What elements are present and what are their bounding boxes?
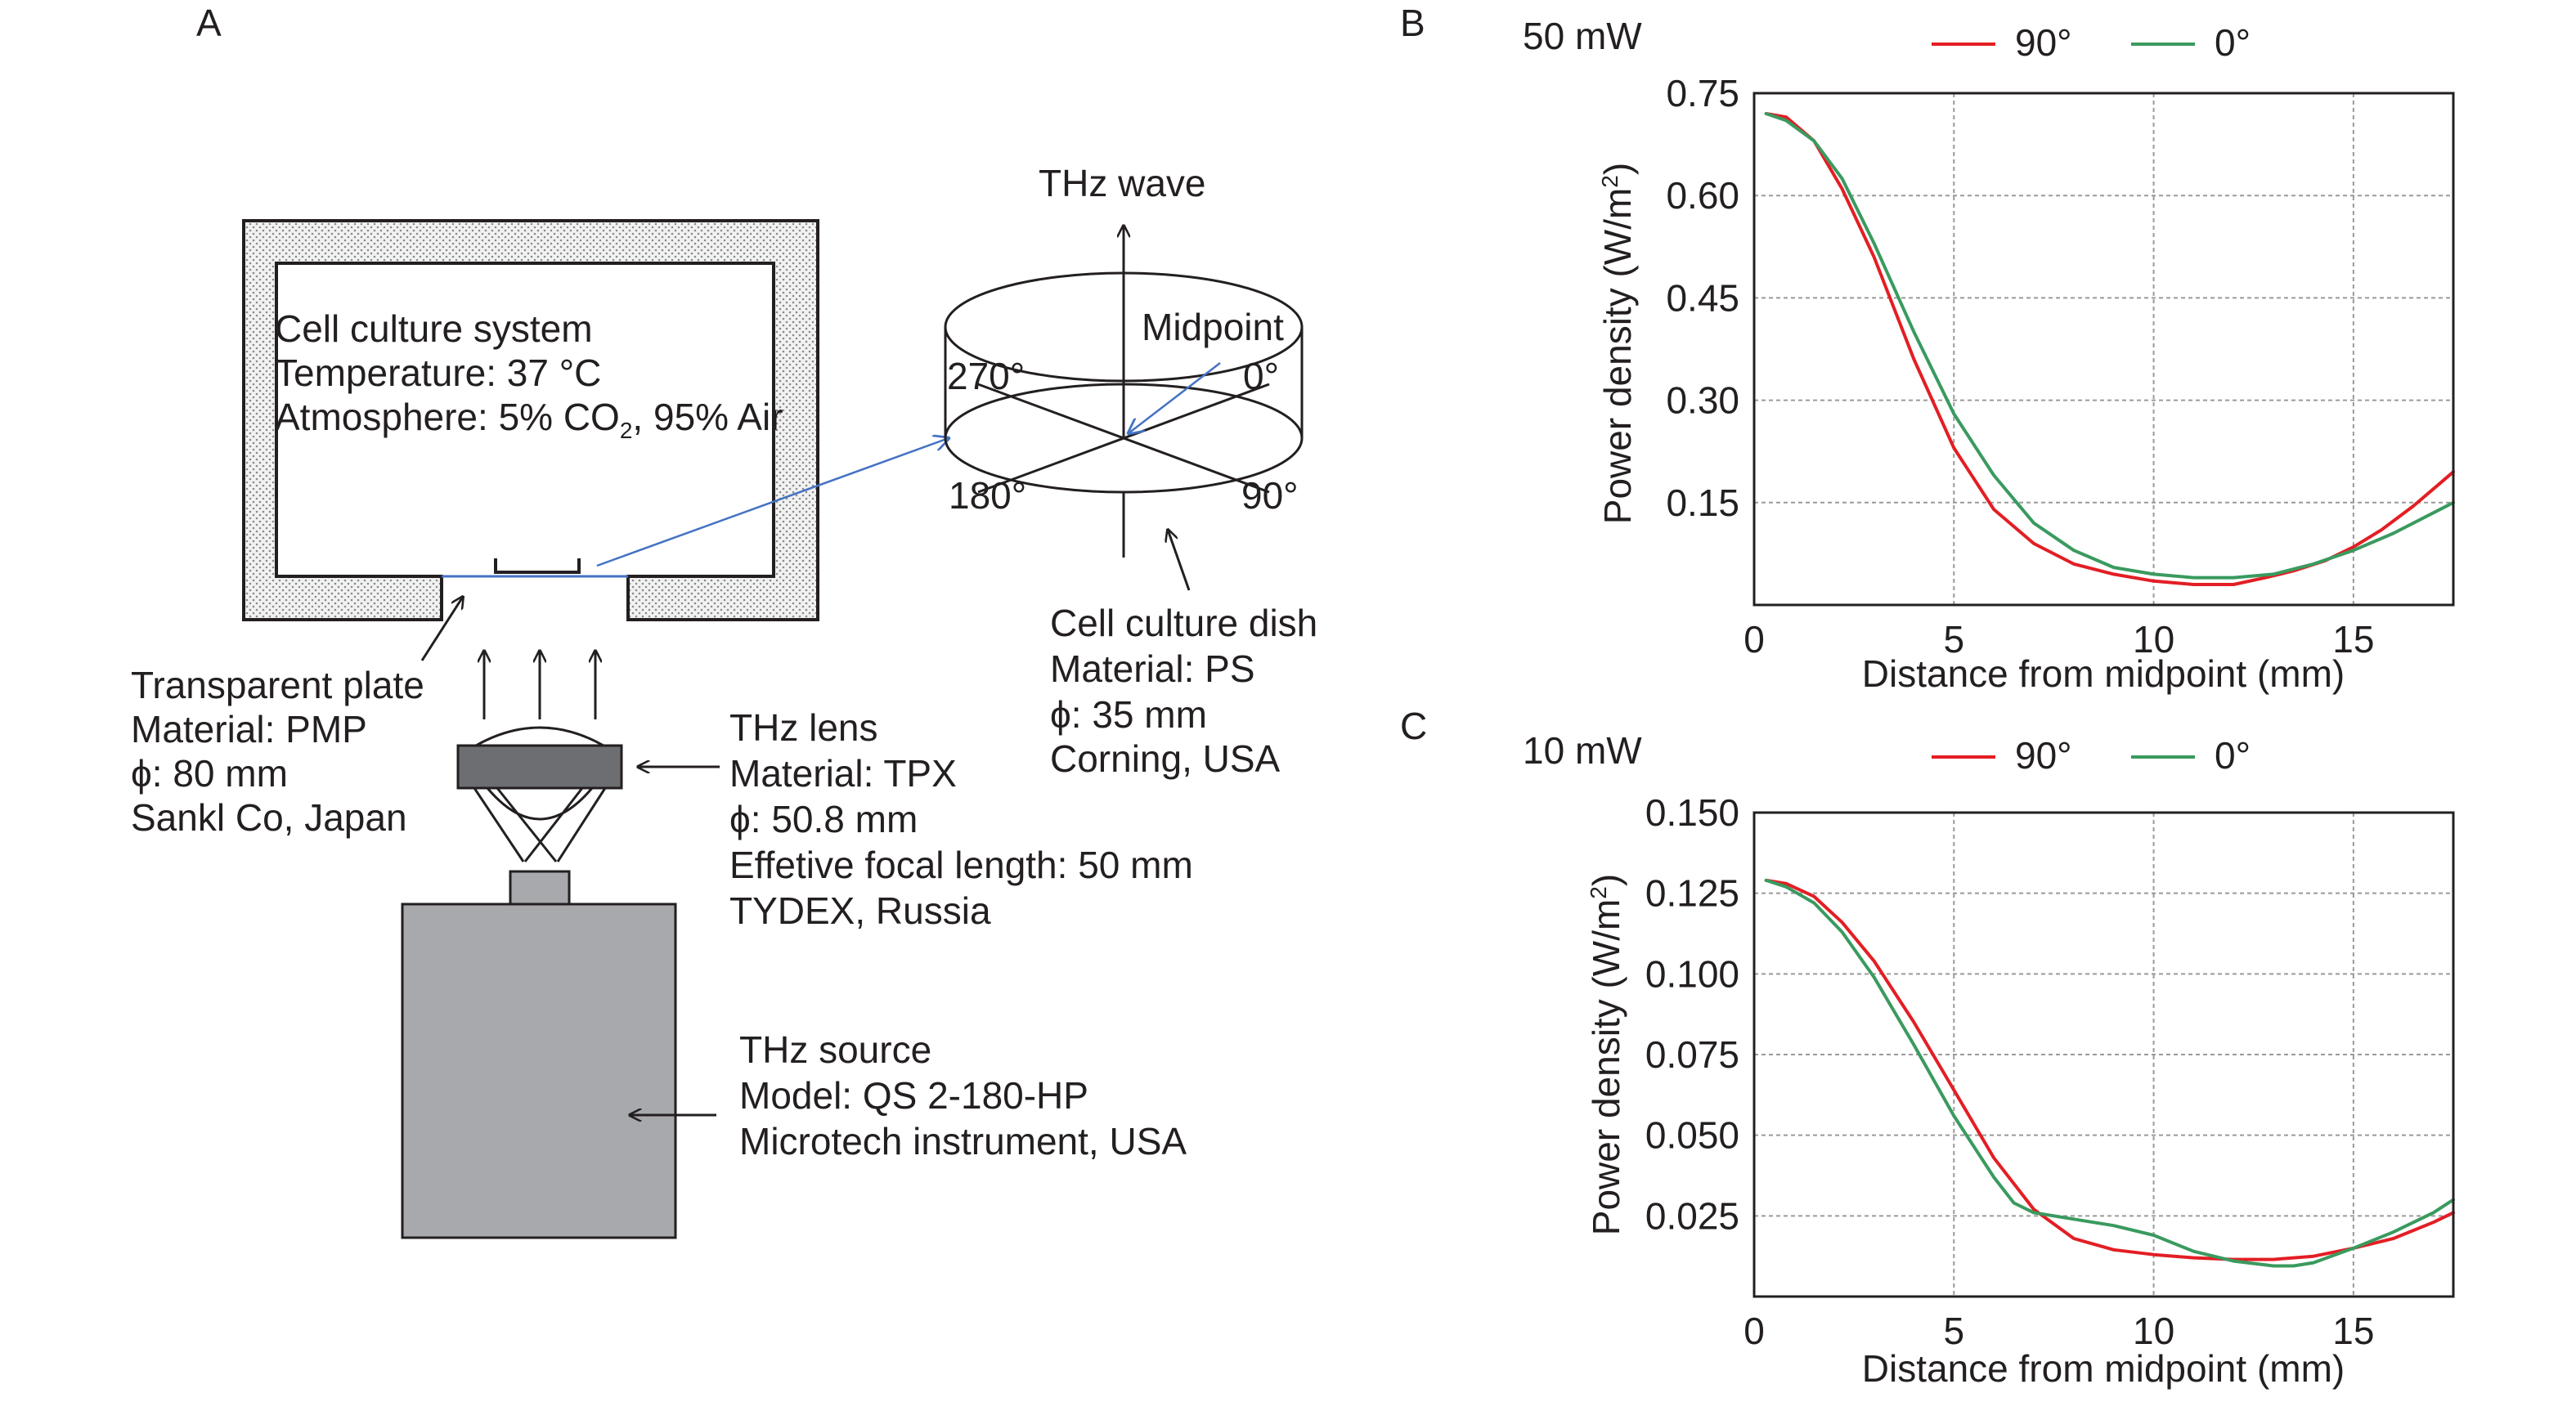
series-line-0deg <box>1764 112 2455 580</box>
x-tick-label: 5 <box>1943 618 1964 661</box>
panel-c: C 10 mW 90° 0° 0 5 10 15 0.025 0.050 0.075 0.10… <box>1400 705 2455 1390</box>
culture-dish-diagram <box>944 226 1304 591</box>
legend-b-label-0: 0° <box>2215 21 2251 64</box>
lens-material: Material: TPX <box>729 752 957 795</box>
chart-b-frame <box>1752 92 2455 607</box>
x-tick-label: 5 <box>1943 1310 1964 1352</box>
chart-b-grid <box>1754 93 2453 605</box>
chart-c-grid <box>1754 813 2453 1297</box>
culture-dish-small <box>494 558 581 574</box>
beam-arrows <box>484 651 595 719</box>
x-tick-label: 10 <box>2133 1310 2174 1352</box>
source-title: THz source <box>739 1028 931 1071</box>
legend-b-label-90: 90° <box>2015 21 2072 64</box>
y-tick-label: 0.75 <box>1666 72 1739 114</box>
dish-maker: Corning, USA <box>1050 737 1281 780</box>
panel-b: B 50 mW 90° 0° 0 5 10 15 0.15 0.30 0.45 0.60 0.7… <box>1400 2 2455 695</box>
chart-b-title: 50 mW <box>1523 15 1642 57</box>
source-model: Model: QS 2-180-HP <box>739 1074 1088 1117</box>
x-tick-label: 0 <box>1744 1310 1765 1352</box>
chart-c-title: 10 mW <box>1523 729 1642 772</box>
chart-c-tick-labels: 0 5 10 15 0.025 0.050 0.075 0.100 0.125 0.150 <box>1645 791 2375 1352</box>
plate-maker: Sankl Co, Japan <box>131 796 407 839</box>
y-tick-label: 0.60 <box>1666 174 1739 217</box>
plate-pointer <box>420 597 463 661</box>
dish-title: Cell culture dish <box>1050 602 1317 644</box>
lens-maker: TYDEX, Russia <box>729 889 991 932</box>
x-tick-label: 15 <box>2332 1310 2374 1352</box>
thz-source-nozzle <box>509 870 571 906</box>
midpoint-label: Midpoint <box>1142 306 1284 348</box>
chart-b-ylabel: Power density (W/m2) <box>1596 163 1639 524</box>
chart-b-legend: 90° 0° <box>1932 21 2251 64</box>
plate-diameter: ϕ: 80 mm <box>131 752 288 795</box>
x-tick-label: 10 <box>2133 618 2174 661</box>
chart-b-xlabel: Distance from midpoint (mm) <box>1862 652 2345 695</box>
angle-270: 270° <box>947 355 1025 397</box>
chart-b-tick-labels: 0 5 10 15 0.15 0.30 0.45 0.60 0.75 <box>1666 72 2374 661</box>
plate-material: Material: PMP <box>131 708 367 750</box>
x-tick-label: 0 <box>1744 618 1765 661</box>
panel-a-label: A <box>196 2 222 44</box>
legend-c-label-0: 0° <box>2215 734 2251 777</box>
incubator-title: Cell culture system <box>275 307 593 350</box>
lens-diameter: ϕ: 50.8 mm <box>729 798 918 840</box>
chart-b-series <box>1764 112 2455 586</box>
series-line-90deg <box>1764 878 2455 1261</box>
y-tick-label: 0.150 <box>1645 791 1739 834</box>
connector-line <box>596 438 949 567</box>
chart-c-frame <box>1752 811 2455 1298</box>
y-tick-label: 0.025 <box>1645 1194 1739 1237</box>
series-line-90deg <box>1764 112 2455 586</box>
incubator-walls <box>242 219 819 621</box>
y-tick-label: 0.30 <box>1666 379 1739 422</box>
dish-diameter: ϕ: 35 mm <box>1050 693 1207 736</box>
y-tick-label: 0.125 <box>1645 872 1739 915</box>
midpoint-pointer <box>1129 362 1221 433</box>
chart-c-legend: 90° 0° <box>1932 734 2251 777</box>
incubator-temperature: Temperature: 37 °C <box>275 352 601 394</box>
source-maker: Microtech instrument, USA <box>739 1120 1187 1162</box>
chart-c-ylabel: Power density (W/m2) <box>1585 874 1627 1235</box>
series-line-0deg <box>1764 878 2455 1268</box>
legend-c-label-90: 90° <box>2015 734 2072 777</box>
panel-c-label: C <box>1400 705 1427 747</box>
y-tick-label: 0.075 <box>1645 1033 1739 1076</box>
thz-source-body <box>401 903 677 1239</box>
chart-c-series <box>1764 878 2455 1268</box>
panel-b-label: B <box>1400 2 1425 44</box>
y-tick-label: 0.050 <box>1645 1114 1739 1157</box>
y-tick-label: 0.100 <box>1645 952 1739 995</box>
y-tick-label: 0.15 <box>1666 482 1739 524</box>
angle-0: 0° <box>1243 355 1279 397</box>
panel-a: A Cell culture system Temperature: 37 °C… <box>131 2 1317 1239</box>
thz-wave-label: THz wave <box>1039 162 1205 204</box>
y-tick-label: 0.45 <box>1666 276 1739 319</box>
dish-material: Material: PS <box>1050 647 1255 690</box>
lens-title: THz lens <box>729 706 877 749</box>
lens-focal-length: Effetive focal length: 50 mm <box>729 844 1193 886</box>
angle-90: 90° <box>1241 474 1299 517</box>
x-tick-label: 15 <box>2332 618 2374 661</box>
plate-title: Transparent plate <box>131 664 424 706</box>
incubator-atmosphere: Atmosphere: 5% CO2, 95% Air <box>275 396 783 443</box>
thz-lens <box>456 726 623 862</box>
chart-c-xlabel: Distance from midpoint (mm) <box>1862 1347 2345 1390</box>
angle-180: 180° <box>949 474 1026 517</box>
